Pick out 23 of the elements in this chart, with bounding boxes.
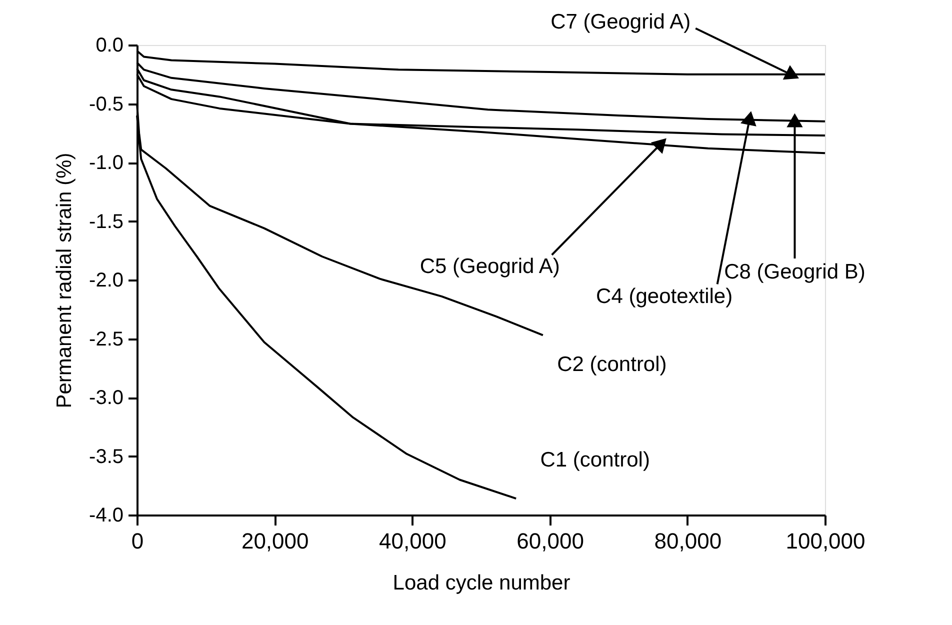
annotation: C1 (control) [540,448,650,472]
x-tick-label: 100,000 [786,528,866,554]
x-tick-label: 20,000 [241,528,309,554]
y-tick-label: -2.5 [89,328,124,350]
y-tick-label: -1.0 [89,152,124,174]
y-axis-title: Permanent radial strain (%) [53,152,76,408]
y-tick-label: 0.0 [96,34,124,56]
x-tick-label: 60,000 [516,528,584,554]
annotation: C8 (Geogrid B) [724,260,866,284]
annotation: C4 (geotextile) [596,285,733,308]
annotation: C7 (Geogrid A) [550,10,691,34]
y-tick-label: -3.5 [89,446,124,468]
x-axis-title: Load cycle number [392,572,570,594]
x-tick-label: 0 [131,528,144,554]
annotation: C2 (control) [557,353,667,376]
x-tick-label: 40,000 [379,528,446,554]
y-tick-label: -2.0 [89,270,124,292]
y-tick-label: -0.5 [89,93,124,116]
y-tick-label: -4.0 [89,504,124,526]
annotation: C5 (Geogrid A) [420,254,560,278]
x-tick-label: 80,000 [654,528,722,554]
y-tick-label: -3.0 [89,387,124,409]
y-tick-label: -1.5 [89,210,124,233]
